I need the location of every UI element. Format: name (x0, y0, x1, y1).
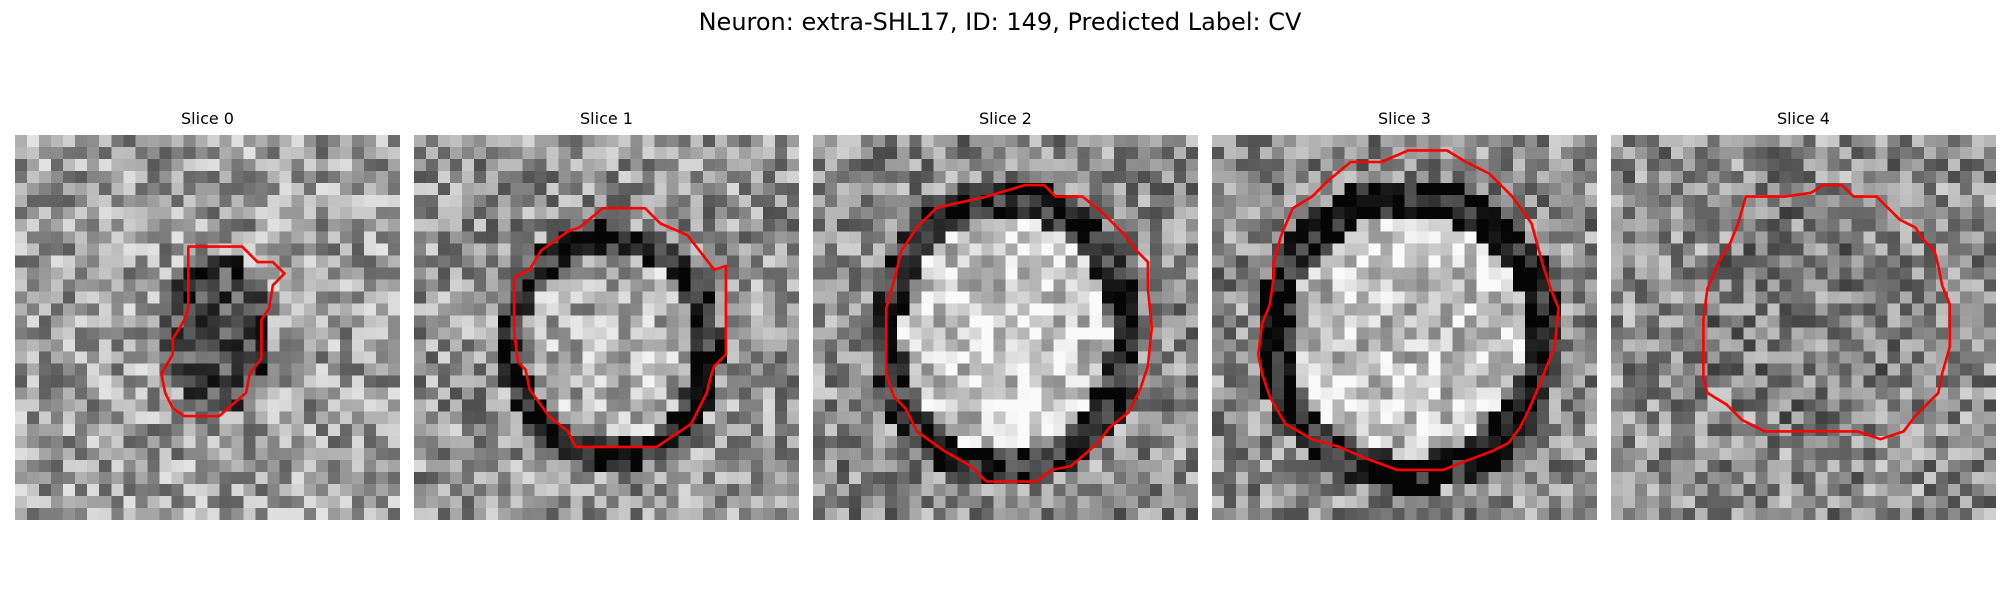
figure-title: Neuron: extra-SHL17, ID: 149, Predicted … (698, 8, 1302, 36)
slice-image-4 (1611, 135, 1996, 520)
contour-outline (1256, 149, 1560, 472)
slice-image-1 (414, 135, 799, 520)
contour-outline (512, 206, 728, 449)
contour-outline (160, 245, 286, 418)
slice-title-4: Slice 4 (1777, 109, 1830, 128)
slice-title-3: Slice 3 (1378, 109, 1431, 128)
slice-title-0: Slice 0 (181, 109, 234, 128)
slice-title-1: Slice 1 (580, 109, 633, 128)
contour-outline (1702, 183, 1952, 441)
contour-outline (884, 183, 1154, 483)
slice-title-2: Slice 2 (979, 109, 1032, 128)
slice-image-0 (15, 135, 400, 520)
slice-image-2 (813, 135, 1198, 520)
slice-image-3 (1212, 135, 1597, 520)
